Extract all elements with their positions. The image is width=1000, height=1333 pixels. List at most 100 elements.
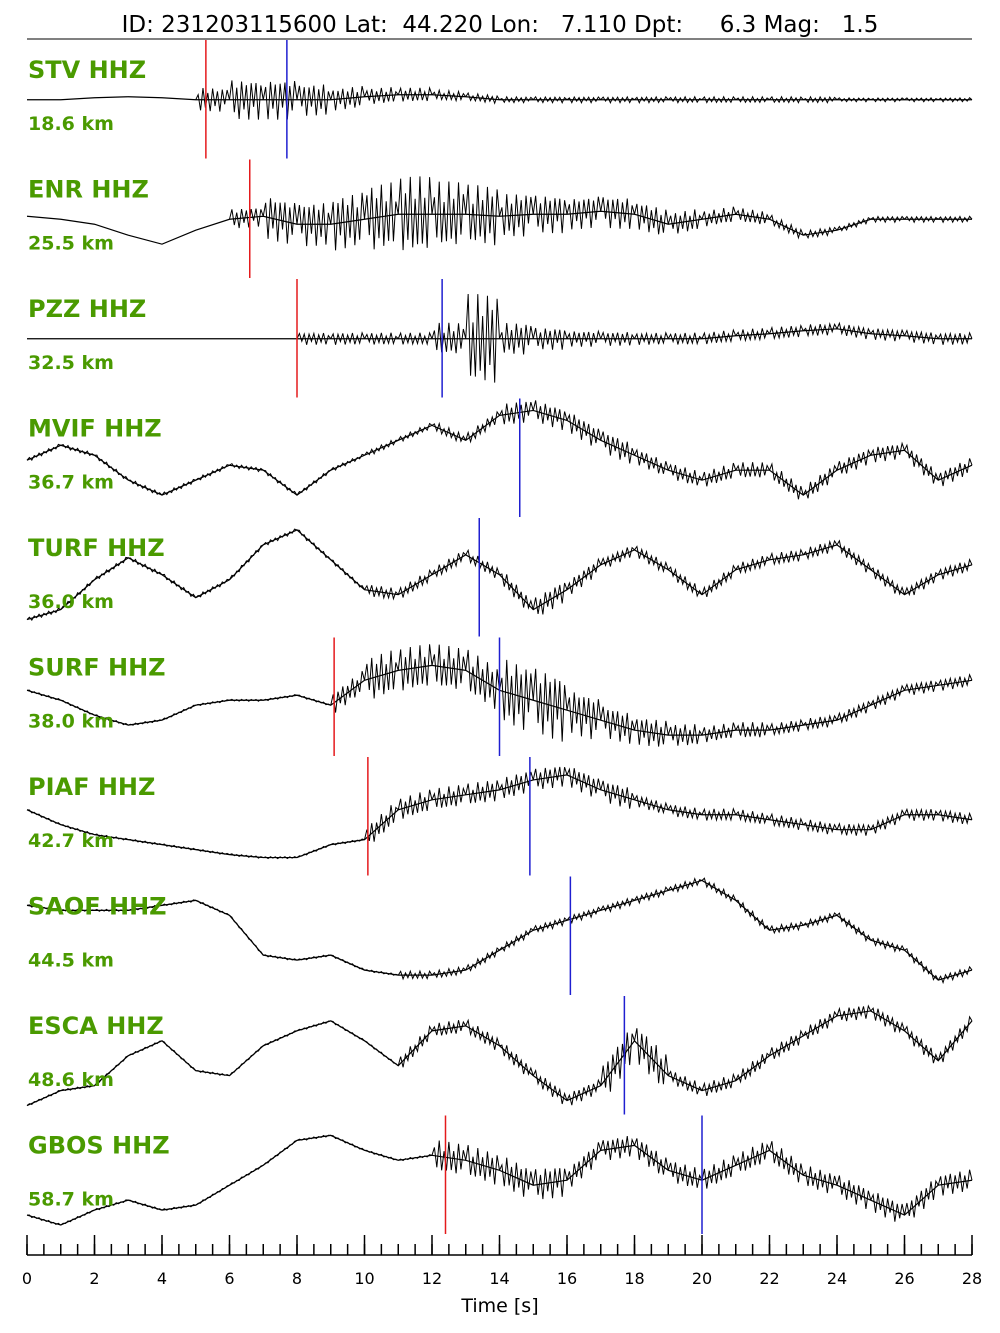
- trace-noise: [330, 1134, 365, 1151]
- station-distance: 25.5 km: [28, 233, 114, 255]
- chart-title: ID: 231203115600 Lat: 44.220 Lon: 7.110 …: [122, 12, 879, 38]
- trace-noise: [904, 1179, 939, 1218]
- trace-noise: [532, 95, 568, 104]
- trace-noise: [600, 197, 635, 229]
- trace-noise: [735, 328, 770, 343]
- x-tick-label: 14: [489, 1269, 509, 1288]
- trace-noise: [364, 439, 399, 456]
- station-name: ENR HHZ: [28, 176, 149, 204]
- trace-noise: [431, 181, 467, 245]
- trace-noise: [296, 844, 331, 858]
- trace-noise: [195, 699, 230, 706]
- trace-noise: [634, 886, 669, 905]
- station-distance: 44.5 km: [28, 950, 114, 972]
- trace-noise: [735, 95, 770, 104]
- trace-noise: [499, 771, 534, 799]
- x-tick-label: 24: [827, 1269, 847, 1288]
- trace-noise: [26, 904, 61, 911]
- trace-noise: [802, 1010, 838, 1040]
- station-name: MVIF HHZ: [28, 415, 162, 443]
- trace-noise: [904, 97, 939, 103]
- trace-noise: [870, 327, 905, 342]
- trace-noise: [532, 917, 568, 933]
- trace-noise: [296, 331, 332, 345]
- trace-noise: [431, 421, 467, 443]
- trace-noise: [364, 969, 399, 976]
- trace-noise: [634, 545, 669, 574]
- trace-noise: [667, 804, 703, 821]
- trace-noise: [769, 214, 804, 240]
- trace-noise: [634, 203, 669, 235]
- trace-noise: [465, 649, 500, 709]
- trace-noise: [870, 441, 905, 463]
- trace-noise: [802, 713, 838, 732]
- trace-noise: [937, 1169, 973, 1196]
- trace-noise: [667, 566, 703, 598]
- trace-noise: [26, 809, 62, 826]
- trace-noise: [701, 328, 737, 345]
- x-axis-label: Time [s]: [460, 1295, 538, 1317]
- trace-noise: [94, 454, 129, 481]
- x-tick-label: 4: [157, 1269, 167, 1288]
- trace-noise: [802, 539, 838, 561]
- trace-noise: [701, 462, 737, 487]
- trace-noise: [465, 947, 500, 972]
- x-tick-label: 12: [422, 1269, 442, 1288]
- trace-noise: [465, 91, 500, 105]
- trace-noise: [769, 1029, 804, 1059]
- trace-noise: [195, 899, 230, 916]
- trace-noise: [431, 551, 467, 578]
- trace-noise: [161, 843, 196, 851]
- x-tick-label: 26: [894, 1269, 914, 1288]
- trace-noise: [94, 1055, 129, 1086]
- trace-noise: [397, 969, 433, 981]
- trace-noise: [769, 718, 804, 737]
- x-tick-label: 0: [22, 1269, 32, 1288]
- trace-noise: [60, 1209, 95, 1226]
- trace-noise: [735, 462, 770, 478]
- trace-noise: [769, 462, 804, 500]
- trace-noise: [397, 331, 433, 347]
- trace-noise: [802, 819, 838, 835]
- trace-noise: [600, 95, 635, 104]
- station-name: STV HHZ: [28, 56, 146, 84]
- trace-noise: [904, 680, 939, 695]
- trace-noise: [263, 694, 298, 702]
- trace-noise: [836, 97, 872, 103]
- trace-noise: [296, 954, 331, 961]
- trace-noise: [735, 1142, 770, 1171]
- trace-noise: [263, 954, 298, 961]
- trace-noise: [161, 1204, 196, 1211]
- trace-noise: [937, 965, 973, 985]
- trace-noise: [566, 1142, 602, 1187]
- trace-noise: [499, 573, 534, 610]
- trace-noise: [532, 195, 568, 234]
- trace-noise: [802, 321, 838, 338]
- trace-noise: [60, 908, 95, 912]
- trace-noise: [870, 809, 905, 834]
- trace-noise: [600, 1032, 635, 1092]
- trace-noise: [836, 448, 872, 474]
- trace-noise: [94, 833, 129, 841]
- station-distance: 32.5 km: [28, 352, 114, 374]
- trace-noise: [161, 899, 196, 907]
- trace-noise: [431, 965, 467, 979]
- trace-noise: [634, 794, 669, 815]
- trace-noise: [937, 215, 973, 224]
- station-distance: 42.7 km: [28, 830, 114, 852]
- station-distance: 18.6 km: [28, 113, 114, 135]
- trace-noise: [94, 1199, 129, 1211]
- trace-noise: [870, 1007, 905, 1034]
- trace-noise: [262, 1030, 298, 1047]
- trace-noise: [431, 1140, 467, 1174]
- trace-noise: [701, 95, 737, 104]
- trace-noise: [465, 1018, 500, 1050]
- trace-noise: [330, 671, 365, 713]
- trace-noise: [870, 937, 905, 953]
- trace-noise: [937, 458, 973, 487]
- trace-noise: [229, 462, 264, 473]
- trace-noise: [937, 1015, 973, 1063]
- trace-noise: [364, 87, 399, 104]
- trace-noise: [229, 1045, 264, 1076]
- trace-noise: [701, 1072, 737, 1096]
